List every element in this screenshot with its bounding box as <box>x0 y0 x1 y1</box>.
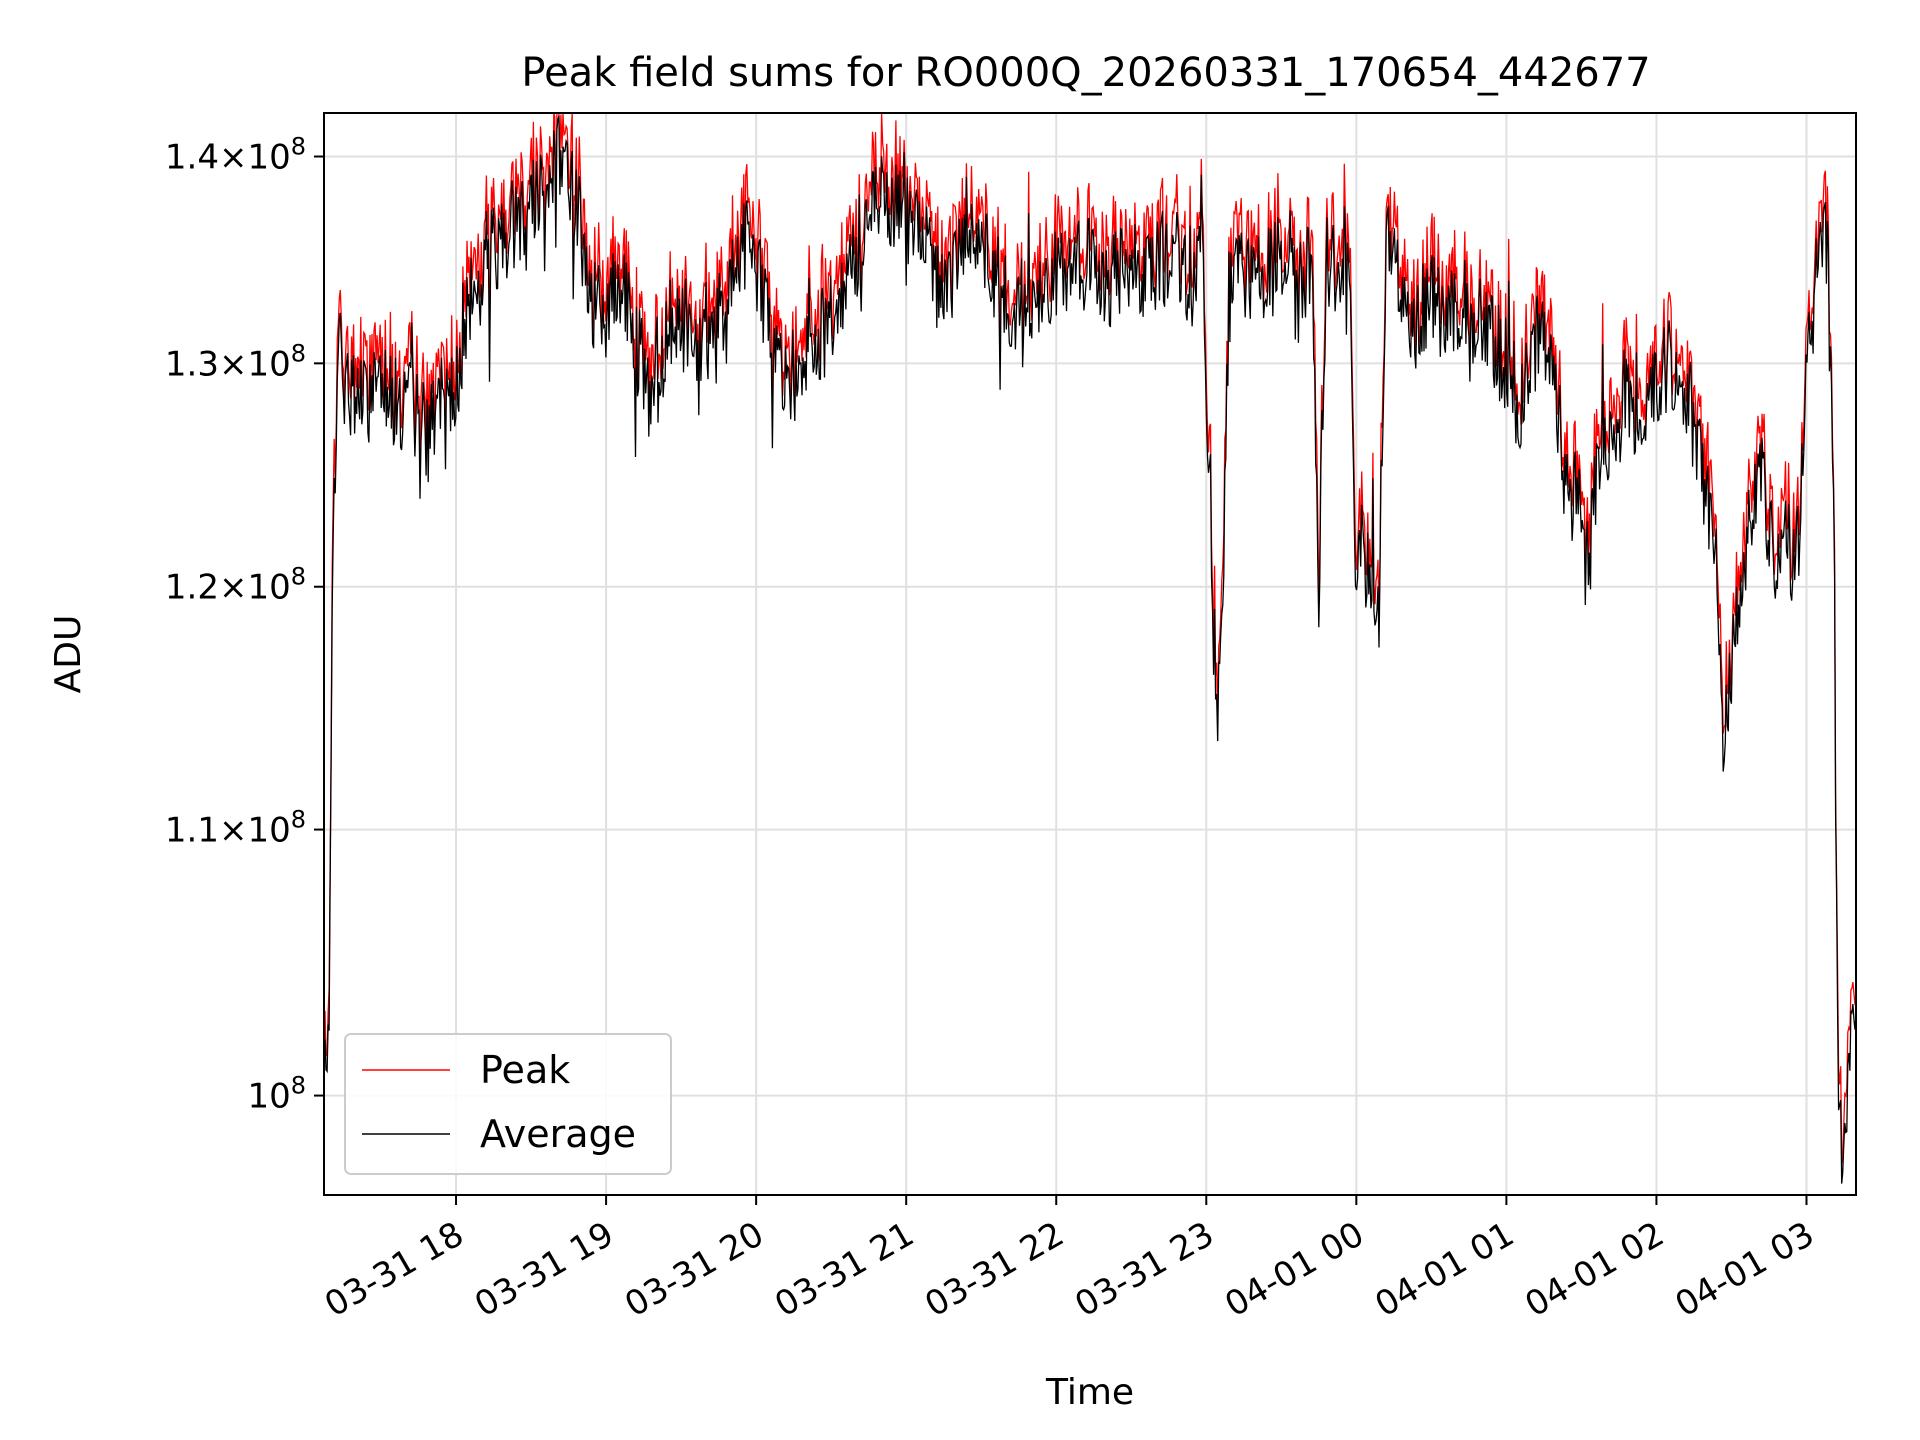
plot-frame <box>323 112 1857 1196</box>
y-tick-label: 108 <box>247 1072 306 1117</box>
chart-title: Peak field sums for RO000Q_20260331_1706… <box>521 50 1650 96</box>
y-axis: 108 1.1×108 1.2×108 1.3×108 1.4×108 <box>165 133 324 1117</box>
y-tick-label: 1.2×108 <box>165 563 306 608</box>
legend-box <box>344 1033 672 1175</box>
legend-average-label: Average <box>480 1112 636 1156</box>
plot-series <box>323 112 1857 1184</box>
y-axis-label: ADU <box>48 615 89 694</box>
y-tick-label: 1.1×108 <box>165 806 306 851</box>
legend-peak-label: Peak <box>480 1048 570 1092</box>
y-tick-label: 1.4×108 <box>165 133 306 178</box>
y-tick-label: 1.3×108 <box>165 339 306 384</box>
x-axis-label: Time <box>1045 1372 1134 1413</box>
series-average-line <box>323 115 1857 1184</box>
legend: Peak Average <box>344 1033 672 1175</box>
